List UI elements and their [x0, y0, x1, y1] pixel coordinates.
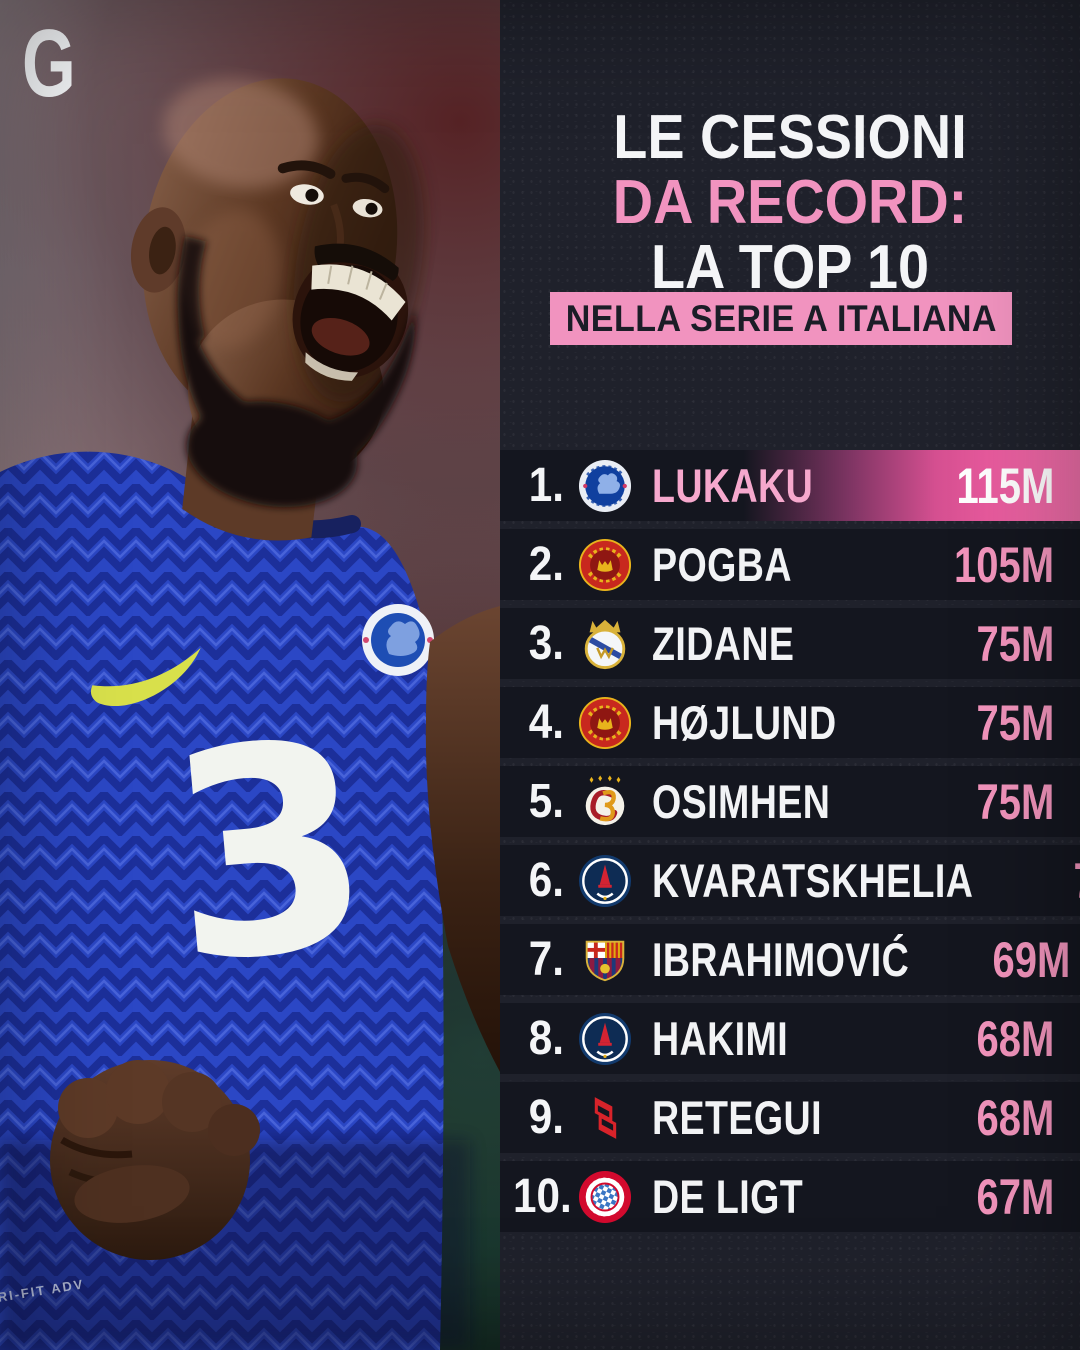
player-name: DE LIGT	[652, 1170, 804, 1223]
table-row: 6. KVARATSKHELIA 70M	[500, 845, 1080, 916]
table-row: 5. OSIMHEN 75M	[500, 766, 1080, 837]
ranking-list: 1. LUKAKU 115M 2.	[500, 450, 1080, 1240]
barcelona-crest-icon	[576, 933, 634, 987]
chelsea-badge-icon	[362, 604, 434, 676]
transfer-fee: 75M	[976, 773, 1054, 830]
title-line-3: LA TOP 10	[650, 231, 930, 302]
psg-crest-icon	[576, 854, 634, 908]
player-name: KVARATSKHELIA	[652, 854, 974, 907]
player-photo: 3	[0, 0, 500, 1350]
table-row: 4. HØJLUND 75M	[500, 687, 1080, 758]
table-row: 3. ZIDANE 75M	[500, 608, 1080, 679]
player-name: ZIDANE	[652, 617, 795, 670]
transfer-fee: 105M	[953, 536, 1054, 593]
page-title: LE CESSIONI DA RECORD: LA TOP 10	[500, 101, 1080, 302]
title-line-1: LE CESSIONI	[613, 101, 967, 172]
transfer-fee: 67M	[976, 1168, 1054, 1225]
player-name: RETEGUI	[652, 1091, 822, 1144]
rank-label: 6.	[528, 854, 564, 907]
subtitle-banner: NELLA SERIE A ITALIANA	[550, 292, 1012, 345]
bayern-crest-icon	[576, 1170, 634, 1224]
rank-label: 9.	[528, 1091, 564, 1144]
table-row: 1. LUKAKU 115M	[500, 450, 1080, 521]
player-head	[130, 78, 424, 541]
player-name: LUKAKU	[652, 459, 814, 512]
psg-crest-icon	[576, 1012, 634, 1066]
man-united-crest-icon	[576, 538, 634, 592]
ranking-panel: LE CESSIONI DA RECORD: LA TOP 10 NELLA S…	[500, 0, 1080, 1350]
subtitle-banner-text: NELLA SERIE A ITALIANA	[565, 297, 997, 339]
transfer-fee: 68M	[976, 1010, 1054, 1067]
beard	[177, 235, 416, 508]
rank-label: 1.	[528, 459, 564, 512]
three-sponsor-logo: 3	[156, 679, 382, 1027]
table-row: 2. POGBA 105M	[500, 529, 1080, 600]
player-arm	[425, 606, 500, 1072]
player-name: OSIMHEN	[652, 775, 831, 828]
player-name: IBRAHIMOVIĆ	[652, 933, 910, 986]
table-row: 9. RETEGUI 68M	[500, 1082, 1080, 1153]
man-united-crest-icon	[576, 696, 634, 750]
rank-label: 10.	[512, 1170, 572, 1223]
transfer-fee: 115M	[956, 457, 1054, 514]
title-line-2: DA RECORD:	[612, 166, 968, 237]
rank-label: 7.	[528, 933, 564, 986]
rank-label: 5.	[528, 775, 564, 828]
transfer-fee: 75M	[976, 694, 1054, 751]
rank-label: 8.	[528, 1012, 564, 1065]
table-row: 10.	[500, 1161, 1080, 1232]
open-mouth	[292, 251, 409, 381]
al-qadsiah-crest-icon	[576, 1091, 634, 1145]
transfer-fee: 75M	[976, 615, 1054, 672]
rank-label: 3.	[528, 617, 564, 670]
player-name: POGBA	[652, 538, 792, 591]
table-row: 7.	[500, 924, 1080, 995]
chelsea-crest-icon	[576, 459, 634, 513]
gazzetta-logo: G	[22, 10, 76, 117]
transfer-fee: 70M	[1073, 852, 1080, 910]
rank-label: 2.	[528, 538, 564, 591]
table-row: 8. HAKIMI 68M	[500, 1003, 1080, 1074]
transfer-fee: 69M	[992, 931, 1071, 988]
player-name: HAKIMI	[652, 1012, 789, 1065]
transfer-fee: 68M	[976, 1089, 1054, 1146]
rank-label: 4.	[528, 696, 564, 749]
player-name: HØJLUND	[652, 696, 837, 749]
player-figure: 3	[0, 78, 500, 1350]
player-fist	[50, 1060, 260, 1260]
real-madrid-crest-icon	[576, 617, 634, 671]
galatasaray-crest-icon	[576, 774, 634, 829]
nike-swoosh-icon	[90, 647, 201, 707]
